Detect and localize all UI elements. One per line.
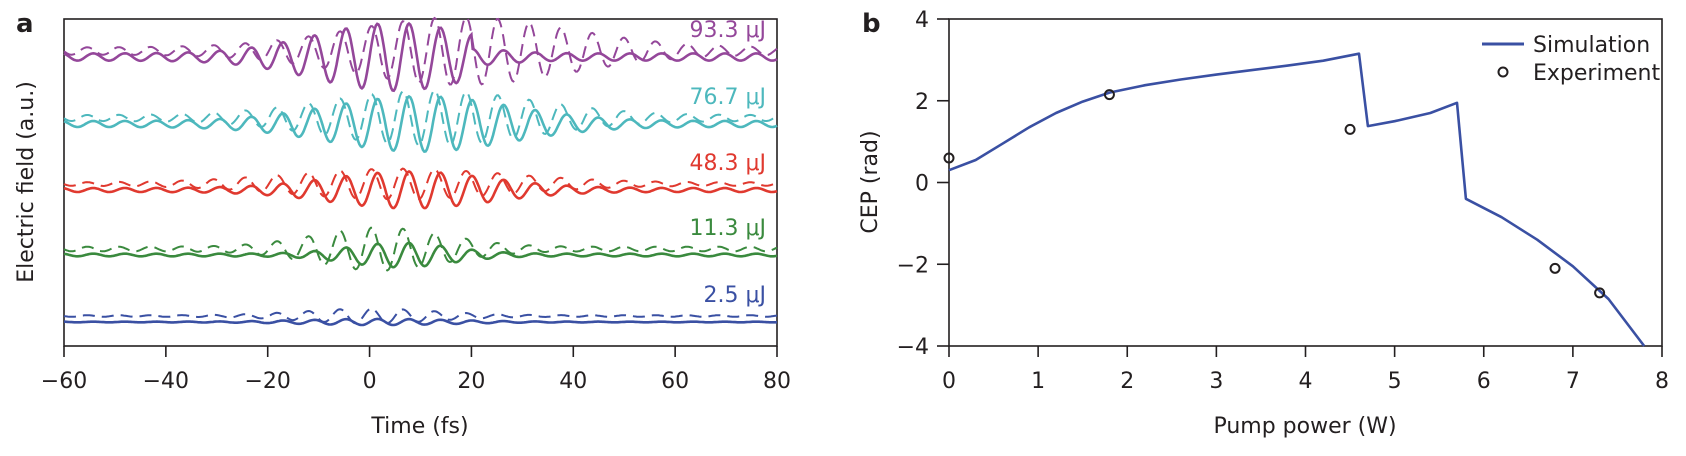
panel-b-letter: b: [862, 9, 881, 39]
panel-b-y-ticks: −4 −2 0 2 4: [897, 8, 949, 360]
panel-a-series-label: 48.3 μJ: [690, 151, 766, 176]
panel-b-x-tick-label: 2: [1120, 369, 1134, 394]
experiment-point: [1594, 287, 1606, 299]
panel-a-y-axis-label: Electric field (a.u.): [14, 81, 39, 283]
panel-a-solid-trace: [64, 317, 778, 327]
panel-b-x-tick-label: 5: [1388, 369, 1402, 394]
panel-b-x-tick-label: 0: [942, 369, 956, 394]
panel-a-x-tick-label: −20: [244, 369, 290, 394]
panel-b-y-tick-label: 0: [915, 172, 929, 197]
panel-b-series-group: [943, 52, 1646, 347]
panel-a-solid-trace: [63, 170, 778, 210]
panel-b-x-ticks: 0 1 2 3 4 5 6 7 8: [942, 346, 1669, 394]
experiment-point: [1344, 123, 1356, 135]
legend: Simulation Experiment: [1482, 33, 1660, 86]
panel-a-frame: [63, 18, 778, 347]
panel-a-solid-trace: [63, 21, 778, 93]
panel-a-series-label: 93.3 μJ: [690, 18, 766, 43]
panel-b-x-tick-label: 4: [1299, 369, 1313, 394]
legend-experiment-label: Experiment: [1533, 61, 1660, 86]
panel-a-x-tick-label: 40: [559, 369, 587, 394]
panel-a: 93.3 μJ 76.7 μJ 48.3 μJ 11.3 μJ 2.5 μJ −60 −4…: [14, 15, 791, 439]
panel-a-series-label: 76.7 μJ: [690, 85, 766, 110]
panel-a-dashed-trace: [63, 307, 778, 325]
panel-b-y-tick-label: 2: [915, 90, 929, 115]
panel-b-x-tick-label: 6: [1477, 369, 1491, 394]
panel-b-y-axis-label: CEP (rad): [858, 130, 883, 233]
panel-a-x-tick-label: −60: [41, 369, 87, 394]
panel-b-y-tick-label: −4: [897, 335, 929, 360]
legend-experiment-marker: [1497, 66, 1509, 78]
panel-b-x-tick-label: 1: [1031, 369, 1045, 394]
panel-a-x-ticks: −60 −40 −20 0 20 40 60 80: [41, 346, 791, 394]
panel-a-x-tick-label: 20: [457, 369, 485, 394]
panel-a-series-group: 93.3 μJ 76.7 μJ 48.3 μJ 11.3 μJ 2.5 μJ: [63, 15, 778, 327]
simulation-line: [948, 52, 1646, 347]
panel-b-y-tick-label: −2: [897, 253, 929, 278]
panel-b-x-tick-label: 7: [1566, 369, 1580, 394]
panel-b-y-tick-label: 4: [915, 8, 929, 33]
panel-b-x-axis-label: Pump power (W): [1213, 414, 1396, 439]
panel-b: 0 1 2 3 4 5 6 7 8 −4 −2 0 2 4 Pump power (W) CEP (ra…: [858, 8, 1669, 439]
panel-a-series-label: 11.3 μJ: [690, 216, 766, 241]
panel-a-dashed-trace: [63, 226, 778, 272]
experiment-point: [943, 152, 955, 164]
panel-a-x-tick-label: −40: [143, 369, 189, 394]
panel-a-x-axis-label: Time (fs): [370, 414, 468, 439]
panel-a-x-tick-label: 60: [661, 369, 689, 394]
panel-a-series-label: 2.5 μJ: [704, 283, 766, 308]
panel-b-x-tick-label: 3: [1209, 369, 1223, 394]
panel-a-letter: a: [16, 9, 34, 39]
legend-simulation-label: Simulation: [1533, 33, 1650, 58]
panel-a-dashed-trace: [63, 167, 778, 201]
panel-a-x-tick-label: 0: [363, 369, 377, 394]
panel-a-x-tick-label: 80: [763, 369, 791, 394]
experiment-point: [1103, 89, 1115, 101]
panel-a-solid-trace: [63, 94, 778, 153]
panel-a-solid-trace: [63, 241, 778, 269]
experiment-point: [1549, 262, 1561, 274]
panel-b-x-tick-label: 8: [1655, 369, 1669, 394]
